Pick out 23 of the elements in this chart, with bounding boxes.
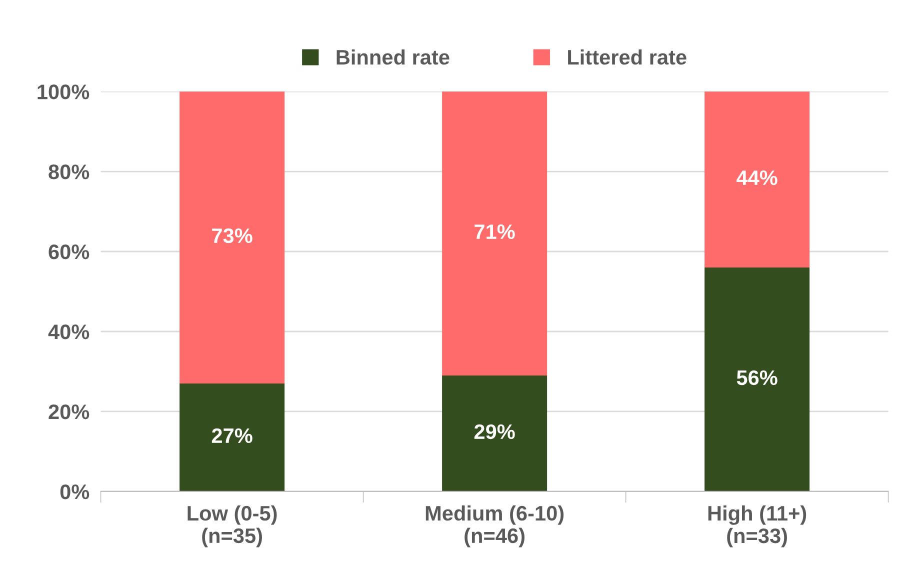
legend-label: Binned rate	[336, 49, 450, 65]
data-label: 29%	[474, 424, 515, 440]
bar	[180, 92, 285, 384]
data-label: 44%	[736, 170, 778, 186]
bar	[704, 92, 810, 268]
legend-label: Littered rate	[568, 49, 686, 65]
data-label: 56%	[736, 370, 778, 386]
x-tick-label: Low (0-5) (n=35)	[188, 505, 277, 548]
data-label: 27%	[212, 428, 252, 444]
y-tick-label: 0%	[60, 484, 90, 500]
data-label: 71%	[474, 224, 515, 240]
y-tick-label: 20%	[48, 404, 90, 420]
data-label: 73%	[212, 228, 252, 244]
bar	[442, 375, 548, 492]
bar	[442, 92, 548, 376]
y-tick-label: 100%	[38, 84, 90, 100]
y-tick-label: 60%	[48, 244, 90, 260]
bar	[180, 383, 285, 492]
x-tick-label: High (11+) (n=33)	[708, 505, 806, 548]
y-tick-label: 80%	[48, 164, 90, 180]
bar	[704, 268, 810, 492]
y-tick-label: 40%	[48, 324, 90, 340]
x-tick-label: Medium (6-10) (n=46)	[426, 505, 564, 548]
